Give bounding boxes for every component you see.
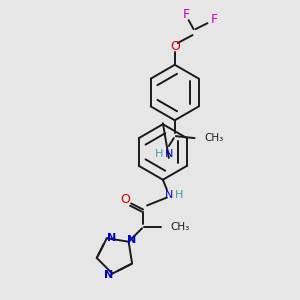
Text: O: O bbox=[170, 40, 180, 53]
Text: N: N bbox=[127, 235, 136, 245]
Text: F: F bbox=[183, 8, 190, 21]
Text: CH₃: CH₃ bbox=[171, 222, 190, 232]
Text: N: N bbox=[104, 270, 113, 280]
Text: H: H bbox=[175, 190, 183, 200]
Text: H: H bbox=[154, 149, 163, 159]
Text: CH₃: CH₃ bbox=[205, 133, 224, 143]
Text: N: N bbox=[165, 190, 173, 200]
Text: N: N bbox=[165, 149, 173, 159]
Text: N: N bbox=[107, 233, 116, 243]
Text: O: O bbox=[120, 193, 130, 206]
Text: F: F bbox=[211, 13, 218, 26]
